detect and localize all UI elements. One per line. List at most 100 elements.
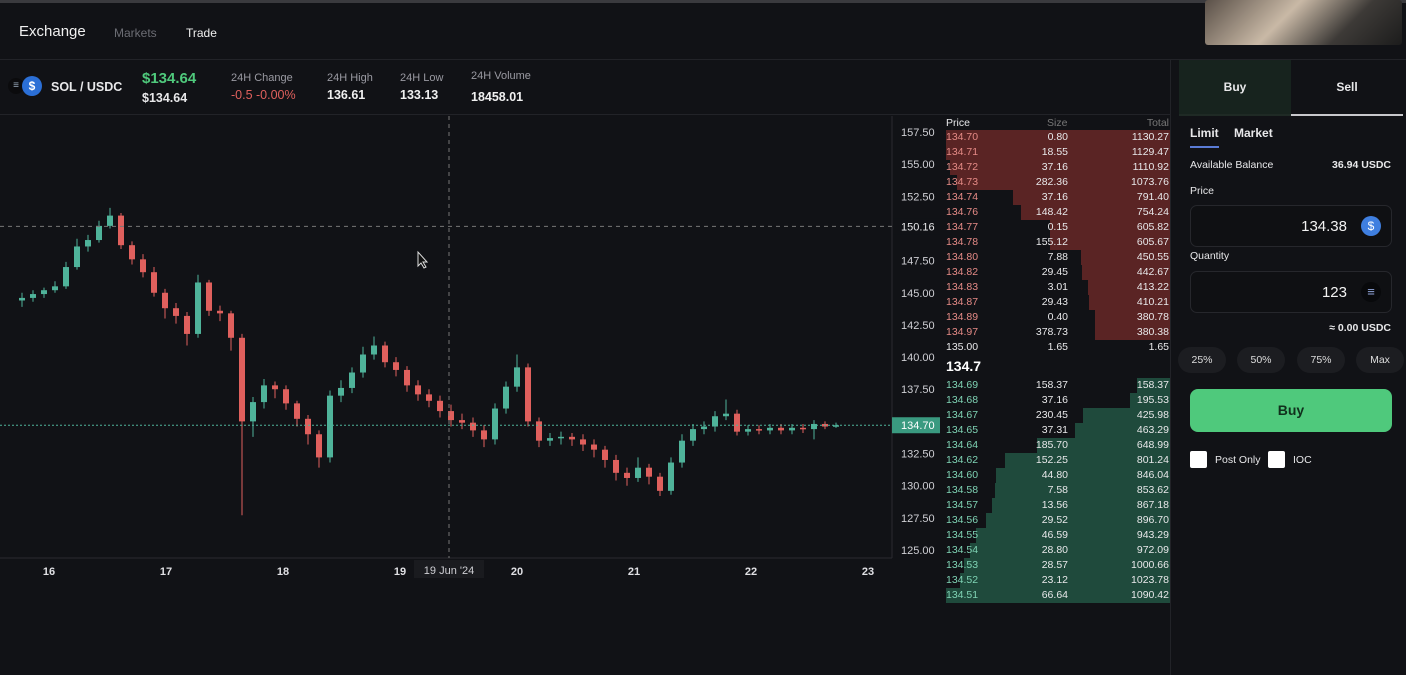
- ask-row[interactable]: 134.73 282.36 1073.76: [940, 175, 1170, 190]
- bid-row[interactable]: 134.65 37.31 463.29: [940, 423, 1170, 438]
- x-tick-label: 21: [628, 566, 640, 578]
- ask-row[interactable]: 134.74 37.16 791.40: [940, 190, 1170, 205]
- tab-buy[interactable]: Buy: [1179, 60, 1291, 116]
- bid-row[interactable]: 134.60 44.80 846.04: [940, 468, 1170, 483]
- price-chart[interactable]: 157.50 155.00 152.50 147.50 145.00 142.50 140.…: [0, 116, 940, 596]
- nav-trade[interactable]: Trade: [186, 26, 217, 40]
- candle-body: [239, 337, 245, 422]
- row-size: 29.43: [1041, 296, 1068, 308]
- ask-row[interactable]: 134.83 3.01 413.22: [940, 280, 1170, 295]
- candle-body: [63, 267, 69, 287]
- row-price: 134.51: [946, 589, 979, 601]
- candle-body: [415, 385, 421, 395]
- ask-row[interactable]: 134.72 37.16 1110.92: [940, 160, 1170, 175]
- percent-75-button[interactable]: 75%: [1297, 347, 1345, 373]
- tab-sell[interactable]: Sell: [1291, 60, 1403, 116]
- bid-row[interactable]: 134.58 7.58 853.62: [940, 483, 1170, 498]
- depth-bar: [1049, 235, 1170, 250]
- bid-row[interactable]: 134.62 152.25 801.24: [940, 453, 1170, 468]
- row-size: 0.80: [1047, 131, 1068, 143]
- bid-row[interactable]: 134.54 28.80 972.09: [940, 543, 1170, 558]
- candle-body: [811, 423, 817, 430]
- row-total: 853.62: [1136, 484, 1169, 496]
- quantity-input[interactable]: 123 ≡: [1190, 271, 1392, 313]
- row-price: 134.56: [946, 514, 979, 526]
- y-tick-label: 142.50: [901, 320, 935, 332]
- candle-body: [657, 476, 663, 491]
- row-price: 134.87: [946, 296, 979, 308]
- ask-row[interactable]: 134.89 0.40 380.78: [940, 310, 1170, 325]
- mouse-cursor-icon: [417, 250, 429, 269]
- depth-bar: [1013, 190, 1170, 205]
- brand-logo[interactable]: Exchange: [19, 23, 86, 40]
- ask-row[interactable]: 134.77 0.15 605.82: [940, 220, 1170, 235]
- bid-row[interactable]: 134.52 23.12 1023.78: [940, 573, 1170, 588]
- candle-body: [646, 467, 652, 477]
- percent-25-button[interactable]: 25%: [1178, 347, 1226, 373]
- ask-row[interactable]: 134.82 29.45 442.67: [940, 265, 1170, 280]
- ask-row[interactable]: 134.78 155.12 605.67: [940, 235, 1170, 250]
- x-tick-label: 20: [511, 566, 523, 578]
- row-size: 18.55: [1041, 146, 1068, 158]
- candle-body: [184, 315, 190, 334]
- bid-row[interactable]: 134.51 66.64 1090.42: [940, 588, 1170, 603]
- ask-row[interactable]: 134.97 378.73 380.38: [940, 325, 1170, 340]
- depth-bar: [1088, 280, 1170, 295]
- candlestick-chart[interactable]: 157.50 155.00 152.50 147.50 145.00 142.50 140.…: [0, 116, 940, 596]
- ask-row[interactable]: 135.00 1.65 1.65: [940, 340, 1170, 355]
- candle-body: [756, 429, 762, 431]
- buy-submit-button[interactable]: Buy: [1190, 389, 1392, 432]
- row-total: 1110.92: [1132, 161, 1169, 173]
- ask-row[interactable]: 134.87 29.43 410.21: [940, 295, 1170, 310]
- pair-icon: ≡ $: [8, 76, 42, 96]
- bid-row[interactable]: 134.69 158.37 158.37: [940, 378, 1170, 393]
- candle-body: [767, 427, 773, 431]
- type-limit[interactable]: Limit: [1190, 126, 1219, 148]
- post-only-checkbox[interactable]: [1190, 451, 1207, 468]
- ioc-checkbox[interactable]: [1268, 451, 1285, 468]
- candle-body: [349, 372, 355, 388]
- row-total: 380.78: [1136, 311, 1169, 323]
- candle-body: [382, 345, 388, 363]
- bid-row[interactable]: 134.55 46.59 943.29: [940, 528, 1170, 543]
- row-total: 450.55: [1136, 251, 1169, 263]
- candle-body: [261, 385, 267, 403]
- y-tick-label: 145.00: [901, 288, 935, 300]
- bid-row[interactable]: 134.56 29.52 896.70: [940, 513, 1170, 528]
- price-input[interactable]: 134.38 $: [1190, 205, 1392, 247]
- depth-bar: [1094, 310, 1170, 325]
- candle-body: [591, 444, 597, 450]
- bid-row[interactable]: 134.68 37.16 195.53: [940, 393, 1170, 408]
- row-size: 13.56: [1041, 499, 1068, 511]
- ask-row[interactable]: 134.76 148.42 754.24: [940, 205, 1170, 220]
- row-price: 134.65: [946, 424, 979, 436]
- candle-body: [789, 427, 795, 431]
- percent-50-button[interactable]: 50%: [1237, 347, 1285, 373]
- ask-row[interactable]: 134.70 0.80 1130.27: [940, 130, 1170, 145]
- bid-row[interactable]: 134.64 185.70 648.99: [940, 438, 1170, 453]
- percent-max-button[interactable]: Max: [1356, 347, 1404, 373]
- bid-row[interactable]: 134.57 13.56 867.18: [940, 498, 1170, 513]
- bid-row[interactable]: 134.53 28.57 1000.66: [940, 558, 1170, 573]
- candle-body: [580, 439, 586, 445]
- candle-body: [52, 286, 58, 291]
- x-tick-label: 19: [394, 566, 406, 578]
- ask-row[interactable]: 134.71 18.55 1129.47: [940, 145, 1170, 160]
- row-price: 134.73: [946, 176, 979, 188]
- type-market[interactable]: Market: [1234, 126, 1273, 140]
- header-total: Total: [1146, 117, 1169, 129]
- row-total: 425.98: [1136, 409, 1169, 421]
- y-tick-label: 140.00: [901, 352, 935, 364]
- estimate-value: ≈ 0.00 USDC: [1329, 322, 1391, 334]
- stat-low: 133.13: [400, 88, 439, 102]
- nav-markets[interactable]: Markets: [114, 26, 157, 40]
- row-price: 134.54: [946, 544, 979, 556]
- ask-row[interactable]: 134.80 7.88 450.55: [940, 250, 1170, 265]
- depth-bar: [959, 573, 1170, 588]
- bid-row[interactable]: 134.67 230.45 425.98: [940, 408, 1170, 423]
- crosshair-price-bg: [893, 218, 940, 235]
- row-price: 134.69: [946, 379, 979, 391]
- depth-bar: [996, 468, 1170, 483]
- row-total: 791.40: [1136, 191, 1169, 203]
- pair-selector[interactable]: SOL / USDC: [51, 80, 123, 94]
